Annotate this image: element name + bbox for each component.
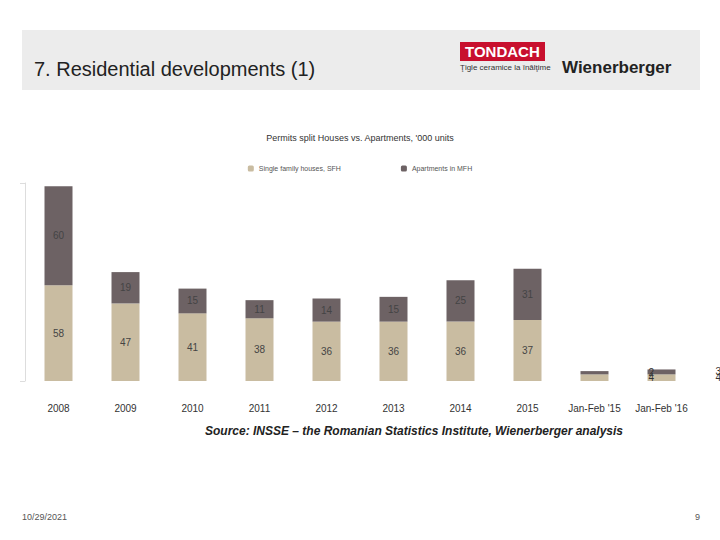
svg-text:Permits split Houses vs. Apart: Permits split Houses vs. Apartments, '00… <box>266 133 454 143</box>
svg-text:25: 25 <box>455 295 467 306</box>
svg-text:2012: 2012 <box>315 403 338 414</box>
svg-text:36: 36 <box>455 346 467 357</box>
svg-text:11: 11 <box>254 304 265 315</box>
svg-text:14: 14 <box>321 305 333 316</box>
svg-text:2013: 2013 <box>382 403 405 414</box>
svg-text:3: 3 <box>716 366 720 377</box>
svg-text:19: 19 <box>120 282 132 293</box>
svg-text:58: 58 <box>53 328 65 339</box>
html-text:9: 9 <box>695 512 700 522</box>
svg-text:60: 60 <box>53 230 65 241</box>
svg-text:2009: 2009 <box>114 403 137 414</box>
svg-text:2011: 2011 <box>249 403 271 414</box>
svg-text:15: 15 <box>187 295 199 306</box>
svg-text:15: 15 <box>388 304 400 315</box>
svg-text:31: 31 <box>522 289 534 300</box>
svg-text:37: 37 <box>522 345 534 356</box>
html-text:Ţigle ceramice la înălţime: Ţigle ceramice la înălţime <box>460 63 551 72</box>
svg-text:2010: 2010 <box>181 403 204 414</box>
svg-text:2008: 2008 <box>47 403 70 414</box>
html-text:10/29/2021: 10/29/2021 <box>22 512 67 522</box>
svg-text:Single family houses, SFH: Single family houses, SFH <box>259 165 341 173</box>
svg-text:2: 2 <box>649 367 655 378</box>
svg-text:38: 38 <box>254 344 266 355</box>
svg-text:47: 47 <box>120 337 132 348</box>
html-text:7. Residential developments (1: 7. Residential developments (1) <box>34 58 316 80</box>
svg-text:Apartments in MFH: Apartments in MFH <box>412 165 472 173</box>
svg-text:2015: 2015 <box>516 403 539 414</box>
svg-text:Jan-Feb '16: Jan-Feb '16 <box>635 403 688 414</box>
svg-text:2014: 2014 <box>449 403 472 414</box>
svg-text:41: 41 <box>187 342 199 353</box>
svg-text:36: 36 <box>388 346 400 357</box>
svg-text:Jan-Feb '15: Jan-Feb '15 <box>568 403 621 414</box>
svg-text:36: 36 <box>321 346 333 357</box>
html-text:Source: INSSE – the Romanian S: Source: INSSE – the Romanian Statistics … <box>205 424 623 438</box>
html-text:TONDACH: TONDACH <box>465 43 540 60</box>
html-text:Wienerberger: Wienerberger <box>562 58 672 77</box>
